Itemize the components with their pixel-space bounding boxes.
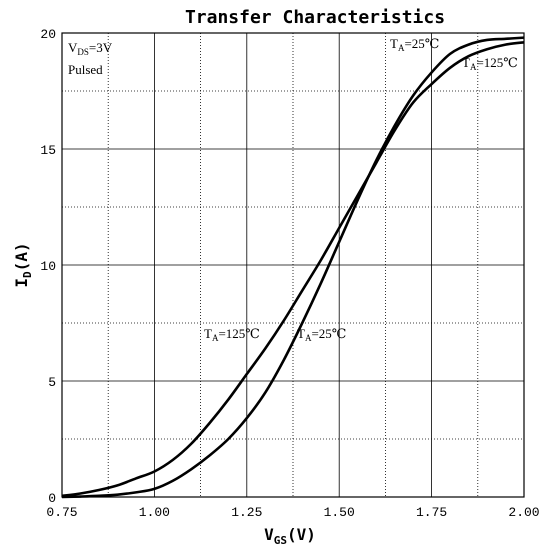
x-tick-label: 2.00 xyxy=(508,505,539,520)
x-tick-label: 1.50 xyxy=(324,505,355,520)
y-tick-label: 10 xyxy=(40,259,56,274)
label-ta-125-lower: TA=125℃ xyxy=(204,326,260,343)
y-tick-label: 0 xyxy=(48,491,56,506)
series-line-ta-125 xyxy=(61,40,525,498)
plot-frame xyxy=(61,32,525,498)
x-tick-label: 1.00 xyxy=(139,505,170,520)
tick-labels: 0.75 1.00 1.25 1.50 1.75 2.00 0 5 10 15 20 xyxy=(40,27,539,520)
label-ta-25-upper: TA=25℃ xyxy=(390,36,439,53)
x-tick-label: 1.75 xyxy=(416,505,447,520)
condition-pulsed: Pulsed xyxy=(68,62,103,77)
x-axis-label: VGS(V) xyxy=(264,525,316,547)
series-line-ta-25 xyxy=(61,36,525,499)
x-tick-label: 1.25 xyxy=(231,505,262,520)
grid xyxy=(62,33,524,497)
y-tick-label: 20 xyxy=(40,27,56,42)
label-ta-25-lower: TA=25℃ xyxy=(297,326,346,343)
condition-vds: VDS=3V xyxy=(68,40,113,57)
series-lines xyxy=(61,36,525,499)
x-tick-label: 0.75 xyxy=(46,505,77,520)
y-axis-label: ID(A) xyxy=(12,242,34,287)
y-tick-label: 15 xyxy=(40,143,56,158)
chart-title: Transfer Characteristics xyxy=(185,7,445,28)
label-ta-125-upper: TA=125℃ xyxy=(462,55,518,72)
y-tick-label: 5 xyxy=(48,375,56,390)
